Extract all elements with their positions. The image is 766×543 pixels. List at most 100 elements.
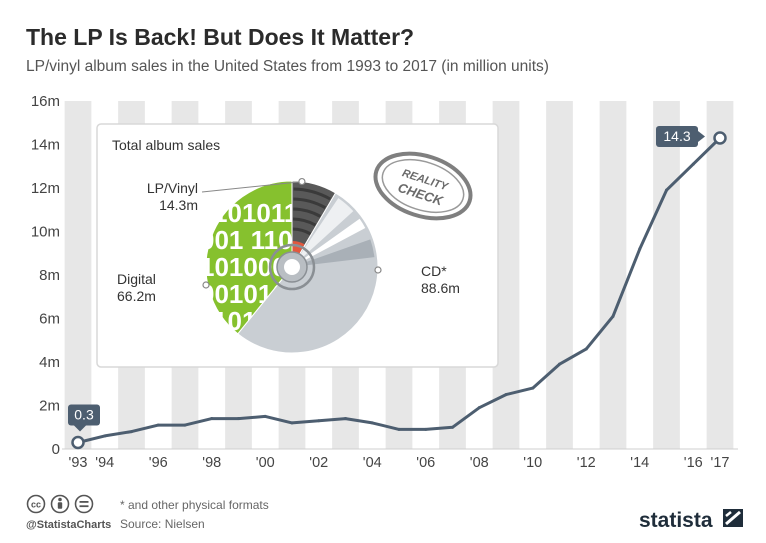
disc-hole <box>284 259 300 275</box>
data-point <box>424 427 428 431</box>
y-tick-label: 6m <box>39 311 60 328</box>
pie-label-digital-value: 66.2m <box>117 288 156 304</box>
data-point <box>103 434 107 438</box>
callout-pointer <box>74 425 86 432</box>
x-tick-label: '94 <box>95 455 114 471</box>
x-tick-label: '06 <box>416 455 435 471</box>
x-tick-label: '10 <box>523 455 542 471</box>
disc-ring <box>268 243 316 291</box>
footer-source: Source: Nielsen <box>120 517 205 531</box>
statista-wordmark: statista <box>639 509 713 532</box>
data-point <box>665 188 668 192</box>
data-point <box>237 417 240 421</box>
callout-label: 0.3 <box>74 406 94 422</box>
y-tick-label: 0 <box>52 441 60 458</box>
data-point <box>183 423 187 427</box>
stripe <box>706 101 734 449</box>
stripe <box>653 101 680 449</box>
x-tick-label: '04 <box>363 455 382 471</box>
pie-label-lp-value: 14.3m <box>159 197 198 213</box>
x-tick-label: '16 <box>684 455 703 471</box>
callout-badge <box>656 125 698 147</box>
cc-icon[interactable]: cc <box>26 494 46 514</box>
data-point <box>290 421 294 425</box>
nd-icon[interactable] <box>74 494 94 514</box>
stripe <box>546 101 573 449</box>
lp-groove <box>292 227 312 236</box>
data-point <box>156 423 160 427</box>
inset-title: Total album sales <box>112 137 220 153</box>
x-tick-label: '96 <box>149 455 168 471</box>
lp-groove <box>293 207 322 218</box>
callout-label: 14.3 <box>663 128 690 144</box>
x-tick-label: '93 <box>69 455 88 471</box>
data-point <box>558 362 561 366</box>
data-point <box>451 425 454 429</box>
statista-logo-icon <box>723 509 743 527</box>
data-point <box>130 430 133 434</box>
chart-subtitle: LP/vinyl album sales in the United State… <box>26 58 549 75</box>
y-tick-label: 12m <box>31 180 60 197</box>
y-tick-label: 16m <box>31 93 60 110</box>
data-point <box>691 162 695 166</box>
x-tick-label: '17 <box>711 455 730 471</box>
footer-note: * and other physical formats <box>120 498 269 512</box>
data-point <box>611 314 615 318</box>
y-tick-label: 2m <box>39 398 60 415</box>
pie-label-lp-name: LP/Vinyl <box>147 180 198 196</box>
data-point <box>317 419 321 423</box>
pie-label-cd-value: 88.6m <box>421 280 460 296</box>
y-tick-label: 10m <box>31 224 60 241</box>
end-marker <box>713 131 727 145</box>
data-point <box>584 347 588 351</box>
x-tick-label: '08 <box>470 455 489 471</box>
lp-groove <box>293 197 327 210</box>
stripe <box>64 101 92 449</box>
y-axis: 0 2m 4m 6m 8m 10m 12m 14m 16m <box>31 93 60 458</box>
footer-handle[interactable]: @StatistaCharts <box>26 519 111 531</box>
pie-leader-lp <box>201 181 302 193</box>
lp-groove <box>292 217 317 227</box>
x-axis: '93 '94 '96 '98 '00 '02 '04 '06 '08 '10 '12 '14 '16 '… <box>69 455 730 471</box>
callouts: 0.3 14.3 <box>68 125 727 450</box>
data-point <box>477 406 481 410</box>
data-point <box>344 417 347 421</box>
x-tick-label: '14 <box>630 455 649 471</box>
cc-icon-glyph: cc <box>31 500 41 510</box>
data-point <box>504 393 508 397</box>
pie-label-cd-name: CD* <box>421 263 447 279</box>
by-icon[interactable] <box>50 494 70 514</box>
statista-logo[interactable]: statista <box>639 509 743 532</box>
pie-leader-dot <box>202 281 210 289</box>
footer: cc @StatistaCharts * and other physical … <box>26 494 743 532</box>
pie-label-cd: CD* 88.6m <box>421 263 460 296</box>
data-point <box>263 414 267 418</box>
license-icons: cc <box>26 494 94 514</box>
stripe <box>599 101 627 449</box>
data-point <box>638 247 642 251</box>
x-tick-label: '00 <box>256 455 275 471</box>
pie-label-digital: Digital 66.2m <box>117 271 156 304</box>
end-marker <box>71 435 85 450</box>
pie-label-lp: LP/Vinyl 14.3m <box>147 180 198 213</box>
x-tick-label: '98 <box>202 455 221 471</box>
x-tick-label: '02 <box>309 455 328 471</box>
callout-pointer <box>698 130 705 142</box>
chart-title: The LP Is Back! But Does It Matter? <box>26 24 414 50</box>
callout-badge <box>68 404 100 426</box>
x-tick-label: '12 <box>577 455 596 471</box>
lp-groove <box>293 187 331 201</box>
data-point <box>397 427 401 431</box>
reality-check-stamp: REALITY CHECK <box>373 151 473 221</box>
pie-label-digital-name: Digital <box>117 271 156 287</box>
data-point <box>370 421 374 425</box>
y-tick-label: 14m <box>31 137 60 154</box>
y-tick-label: 8m <box>39 267 60 284</box>
y-tick-label: 4m <box>39 354 60 371</box>
data-point <box>531 386 535 390</box>
pie-leader-dot <box>298 177 306 186</box>
pie-leader-dot <box>374 266 382 274</box>
